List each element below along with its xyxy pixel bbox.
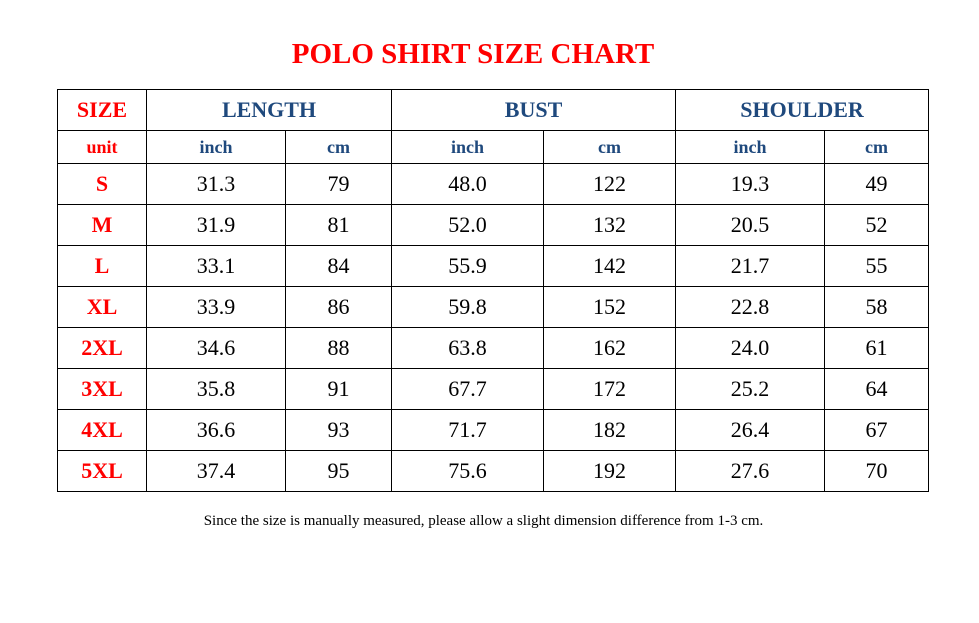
measurement-cell: 26.4: [675, 409, 826, 451]
measurement-cell: 63.8: [391, 327, 545, 369]
measurement-cell: 37.4: [146, 450, 286, 492]
size-label: 4XL: [57, 409, 147, 451]
size-chart-table: SIZE LENGTH BUST SHOULDER unit inch cm inch…: [57, 89, 930, 492]
table-row: M 31.9 81 52.0 132 20.5 52: [57, 204, 930, 246]
measurement-cell: 55: [824, 245, 930, 287]
measurement-cell: 20.5: [675, 204, 826, 246]
table-row: S 31.3 79 48.0 122 19.3 49: [57, 163, 930, 205]
measurement-cell: 91: [284, 368, 393, 410]
unit-cell: cm: [284, 130, 393, 164]
measurement-cell: 35.8: [146, 368, 286, 410]
size-label: 2XL: [57, 327, 147, 369]
table-row: 2XL 34.6 88 63.8 162 24.0 61: [57, 327, 930, 369]
measurement-cell: 59.8: [391, 286, 545, 328]
measurement-cell: 172: [543, 368, 677, 410]
size-label: 3XL: [57, 368, 147, 410]
measurement-cell: 95: [284, 450, 393, 492]
measurement-cell: 52.0: [391, 204, 545, 246]
measurement-cell: 36.6: [146, 409, 286, 451]
measurement-cell: 31.3: [146, 163, 286, 205]
unit-cell: inch: [391, 130, 545, 164]
measurement-cell: 132: [543, 204, 677, 246]
measurement-cell: 71.7: [391, 409, 545, 451]
header-length: LENGTH: [145, 89, 393, 131]
table-row: 3XL 35.8 91 67.7 172 25.2 64: [57, 368, 930, 410]
measurement-cell: 27.6: [675, 450, 826, 492]
table-row: XL 33.9 86 59.8 152 22.8 58: [57, 286, 930, 328]
measurement-cell: 49: [824, 163, 930, 205]
measurement-cell: 79: [284, 163, 393, 205]
size-label: 5XL: [57, 450, 147, 492]
measurement-cell: 58: [824, 286, 930, 328]
measurement-cell: 81: [284, 204, 393, 246]
measurement-cell: 34.6: [146, 327, 286, 369]
measurement-cell: 67.7: [391, 368, 545, 410]
measurement-cell: 64: [824, 368, 930, 410]
disclaimer-note: Since the size is manually measured, ple…: [203, 513, 764, 529]
size-label: L: [57, 245, 147, 287]
measurement-cell: 162: [543, 327, 677, 369]
measurement-cell: 55.9: [391, 245, 545, 287]
size-label: XL: [57, 286, 147, 328]
measurement-cell: 142: [543, 245, 677, 287]
measurement-cell: 122: [543, 163, 677, 205]
measurement-cell: 48.0: [391, 163, 545, 205]
measurement-cell: 70: [824, 450, 930, 492]
header-row: SIZE LENGTH BUST SHOULDER: [57, 89, 930, 131]
measurement-cell: 52: [824, 204, 930, 246]
measurement-cell: 67: [824, 409, 930, 451]
measurement-cell: 86: [284, 286, 393, 328]
table-row: 5XL 37.4 95 75.6 192 27.6 70: [57, 450, 930, 492]
measurement-cell: 192: [543, 450, 677, 492]
measurement-cell: 22.8: [675, 286, 826, 328]
measurement-cell: 19.3: [675, 163, 826, 205]
measurement-cell: 182: [543, 409, 677, 451]
measurement-cell: 33.1: [146, 245, 286, 287]
measurement-cell: 84: [284, 245, 393, 287]
measurement-cell: 31.9: [146, 204, 286, 246]
measurement-cell: 61: [824, 327, 930, 369]
measurement-cell: 21.7: [675, 245, 826, 287]
size-label: S: [57, 163, 147, 205]
measurement-cell: 24.0: [675, 327, 826, 369]
measurement-cell: 75.6: [391, 450, 545, 492]
unit-cell: inch: [146, 130, 286, 164]
unit-row: unit inch cm inch cm inch cm: [57, 130, 930, 164]
unit-cell: inch: [675, 130, 826, 164]
unit-label: unit: [57, 130, 147, 164]
size-label: M: [57, 204, 147, 246]
page-title: POLO SHIRT SIZE CHART: [291, 38, 655, 70]
unit-cell: cm: [824, 130, 930, 164]
table-row: L 33.1 84 55.9 142 21.7 55: [57, 245, 930, 287]
measurement-cell: 88: [284, 327, 393, 369]
unit-cell: cm: [543, 130, 677, 164]
measurement-cell: 93: [284, 409, 393, 451]
table-row: 4XL 36.6 93 71.7 182 26.4 67: [57, 409, 930, 451]
measurement-cell: 33.9: [146, 286, 286, 328]
header-shoulder: SHOULDER: [675, 89, 930, 131]
header-size: SIZE: [57, 89, 147, 131]
measurement-cell: 152: [543, 286, 677, 328]
measurement-cell: 25.2: [675, 368, 826, 410]
header-bust: BUST: [391, 89, 677, 131]
